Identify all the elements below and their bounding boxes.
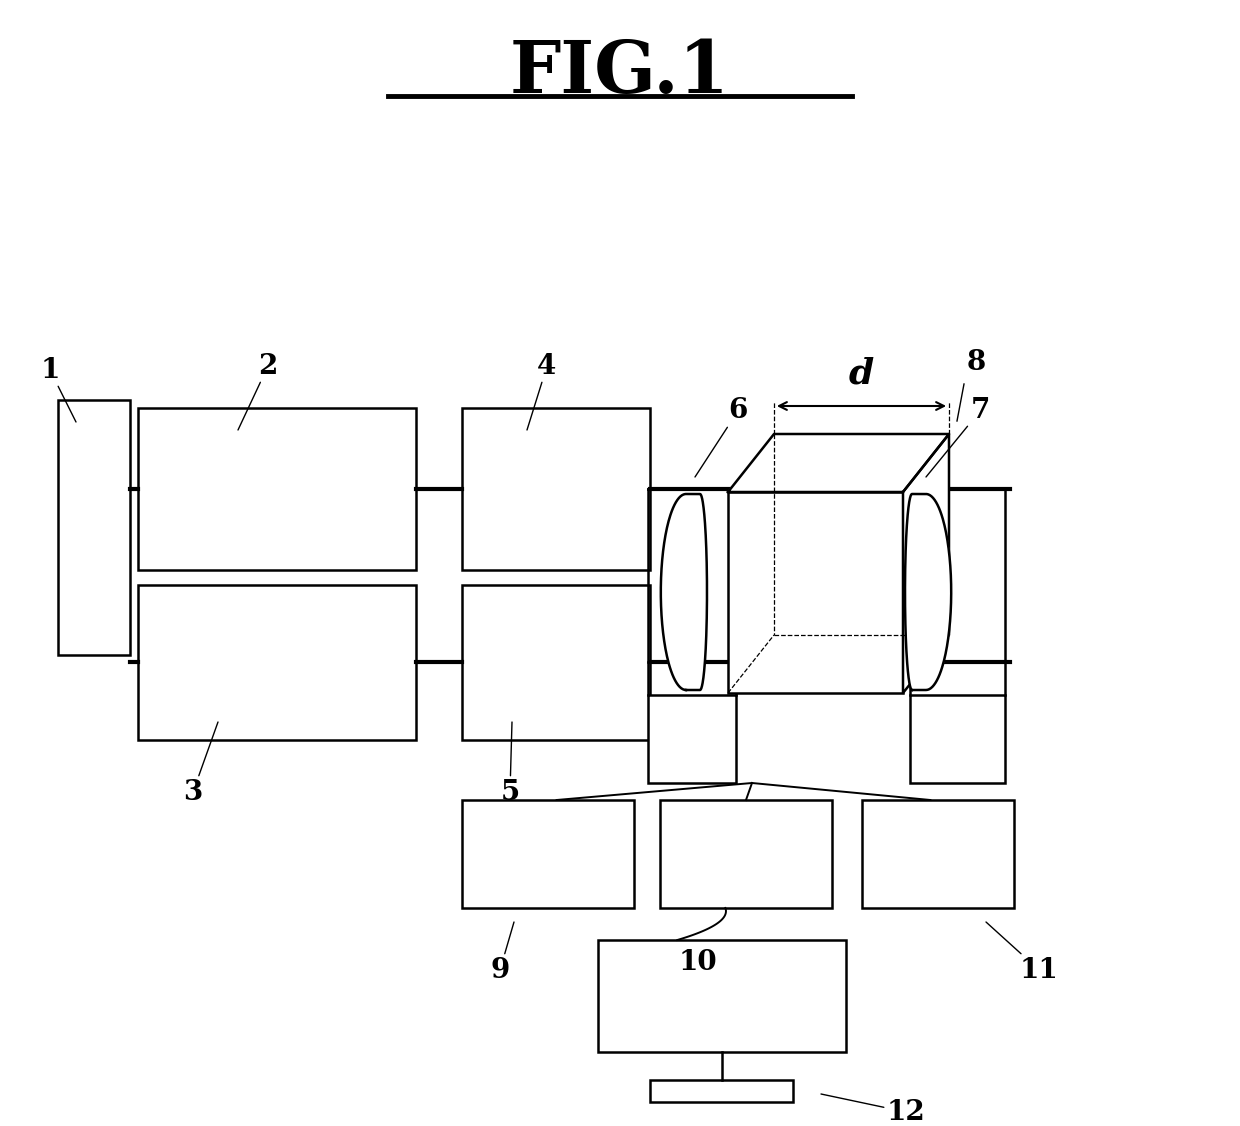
Bar <box>649 695 737 783</box>
Polygon shape <box>905 494 951 690</box>
Text: 6: 6 <box>694 397 748 477</box>
Bar <box>463 408 650 570</box>
Bar <box>463 586 650 740</box>
Bar <box>138 586 415 740</box>
Bar <box>650 1080 794 1102</box>
Text: d: d <box>849 356 874 390</box>
Bar <box>910 695 1004 783</box>
Polygon shape <box>728 434 949 492</box>
Text: 7: 7 <box>926 397 990 477</box>
Bar <box>58 400 130 655</box>
Bar <box>463 799 634 908</box>
Text: 10: 10 <box>678 949 717 976</box>
Text: 12: 12 <box>821 1094 925 1126</box>
Bar <box>660 799 832 908</box>
Bar <box>728 492 903 692</box>
Text: 3: 3 <box>184 722 218 805</box>
Text: 2: 2 <box>238 352 278 430</box>
Text: FIG.1: FIG.1 <box>510 36 730 107</box>
Bar <box>862 799 1014 908</box>
Text: 4: 4 <box>527 352 557 430</box>
Text: 5: 5 <box>501 722 520 805</box>
Text: 8: 8 <box>967 349 986 376</box>
Text: 1: 1 <box>41 357 76 422</box>
Polygon shape <box>661 494 707 690</box>
Bar <box>138 408 415 570</box>
Bar <box>598 940 846 1052</box>
Text: 11: 11 <box>986 922 1059 983</box>
Polygon shape <box>903 434 949 692</box>
Text: 9: 9 <box>490 922 515 983</box>
